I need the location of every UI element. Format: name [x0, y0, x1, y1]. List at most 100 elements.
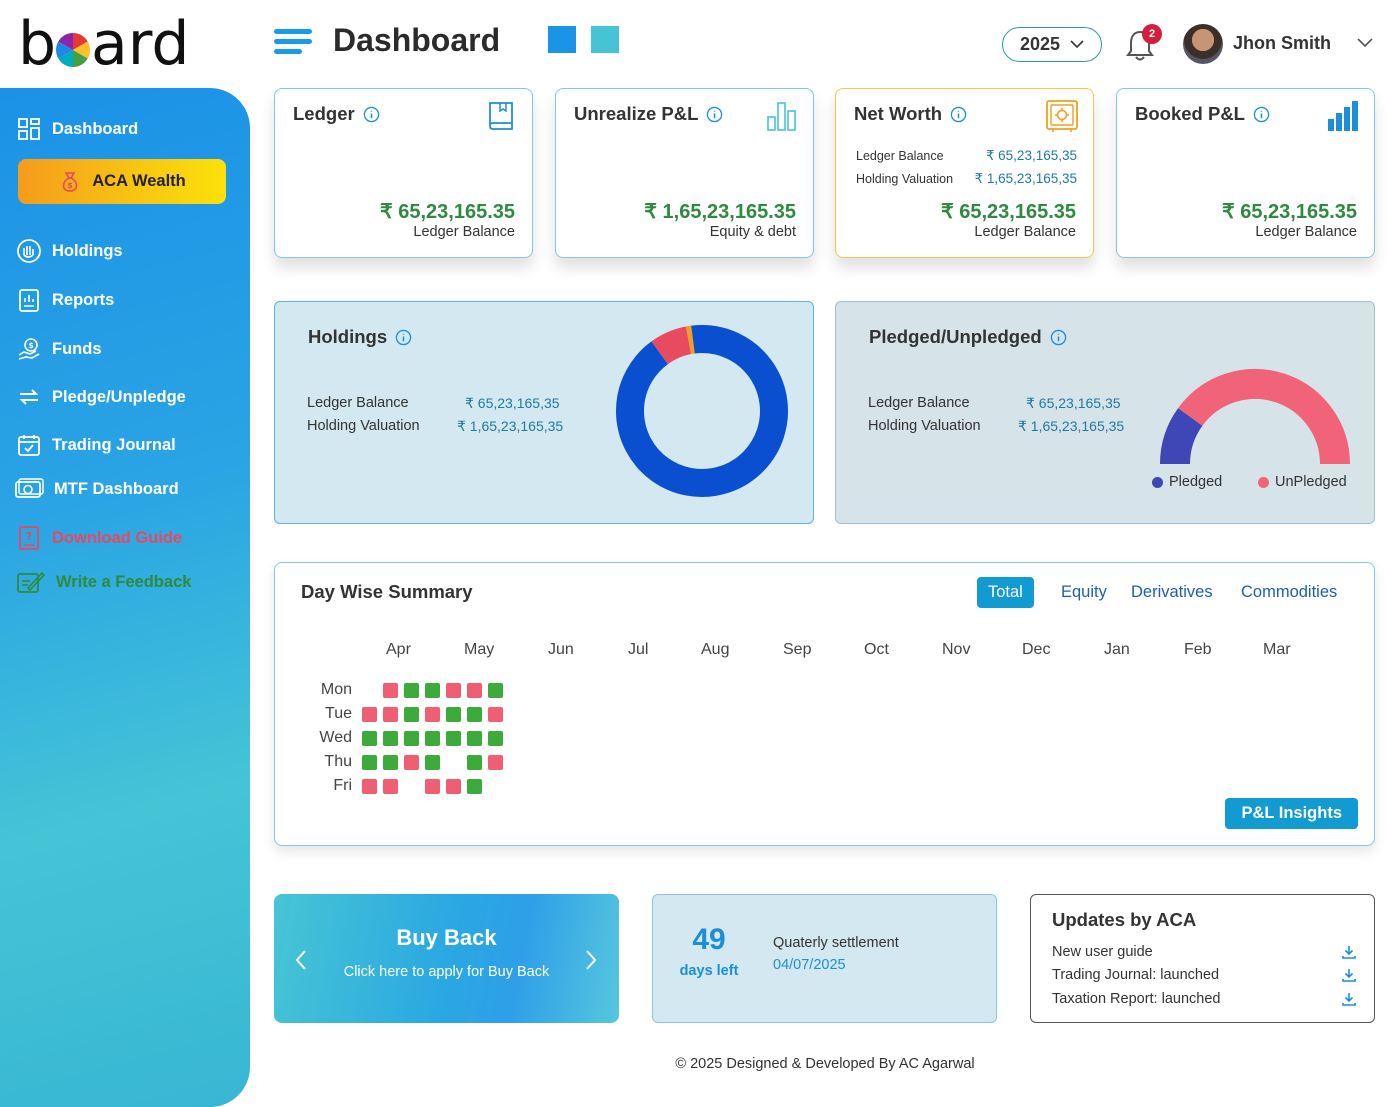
heatmap-cell-profit[interactable]: [404, 731, 419, 746]
heatmap-cell-profit[interactable]: [383, 755, 398, 770]
info-icon[interactable]: [1050, 329, 1067, 346]
heatmap-cell-loss[interactable]: [383, 683, 398, 698]
holdings-donut-chart[interactable]: [615, 324, 789, 498]
sidebar-item-funds[interactable]: $ Funds: [16, 336, 102, 362]
tab-derivatives[interactable]: Derivatives: [1131, 583, 1213, 601]
heatmap-cell-loss[interactable]: [488, 755, 503, 770]
sidebar-item-download-guide[interactable]: ? Download Guide: [16, 525, 182, 551]
notification-badge: 2: [1142, 24, 1162, 44]
theme-teal-swatch[interactable]: [591, 26, 619, 53]
update-item[interactable]: New user guide: [1052, 944, 1153, 960]
update-item[interactable]: Trading Journal: launched: [1052, 967, 1220, 983]
update-item[interactable]: Taxation Report: launched: [1052, 991, 1221, 1007]
info-icon[interactable]: [363, 106, 380, 123]
heatmap-cell-profit[interactable]: [425, 755, 440, 770]
heatmap-cell-loss[interactable]: [446, 683, 461, 698]
unrealized-sub-label: Equity & debt: [709, 224, 796, 240]
donut-segment-2[interactable]: [685, 325, 695, 355]
heatmap-cell-loss[interactable]: [467, 683, 482, 698]
card-title: Ledger: [293, 103, 380, 125]
panel-title-text: Holdings: [308, 326, 388, 347]
unrealized-pl-card[interactable]: Unrealize P&L ₹ 1,65,23,165.35 Equity & …: [555, 88, 814, 258]
heatmap-cell-loss[interactable]: [362, 707, 377, 722]
download-icon[interactable]: [1341, 991, 1357, 1007]
pl-insights-button[interactable]: P&L Insights: [1225, 798, 1358, 829]
heatmap-cell-profit[interactable]: [362, 755, 377, 770]
holdings-row2-value: ₹ 1,65,23,165,35: [457, 418, 564, 434]
chevron-right-icon[interactable]: [584, 949, 598, 971]
heatmap-cell-loss[interactable]: [383, 707, 398, 722]
heatmap-cell-profit[interactable]: [383, 731, 398, 746]
heatmap-cell-profit[interactable]: [446, 731, 461, 746]
heatmap-cell-profit[interactable]: [488, 683, 503, 698]
donut-segment-0[interactable]: [616, 325, 788, 497]
buy-back-banner[interactable]: Buy Back Click here to apply for Buy Bac…: [274, 894, 619, 1023]
settlement-card: 49 days left Quaterly settlement 04/07/2…: [652, 894, 997, 1023]
ledger-card[interactable]: Ledger ₹ 65,23,165.35 Ledger Balance: [274, 88, 533, 258]
info-icon[interactable]: [706, 106, 723, 123]
sidebar-item-label: MTF Dashboard: [54, 479, 179, 498]
pledged-panel: Pledged/Unpledged Ledger Balance ₹ 65,23…: [835, 301, 1375, 524]
sidebar-item-dashboard[interactable]: Dashboard: [16, 116, 138, 142]
heatmap-cell-loss[interactable]: [404, 755, 419, 770]
heatmap-cell-profit[interactable]: [467, 779, 482, 794]
net-worth-row2-value: ₹ 1,65,23,165,35: [974, 171, 1077, 186]
heatmap-cell-profit[interactable]: [467, 731, 482, 746]
info-icon[interactable]: [1253, 106, 1270, 123]
heatmap-cell-profit[interactable]: [425, 683, 440, 698]
info-icon[interactable]: [950, 106, 967, 123]
svg-text:$: $: [28, 341, 34, 350]
sidebar-item-pledge-unpledge[interactable]: Pledge/Unpledge: [16, 384, 186, 410]
heatmap-cell-loss[interactable]: [488, 707, 503, 722]
heatmap-cell-profit[interactable]: [425, 731, 440, 746]
user-name[interactable]: Jhon Smith: [1233, 33, 1331, 53]
user-menu-chevron-icon[interactable]: [1356, 37, 1374, 49]
heatmap-cell-profit[interactable]: [362, 731, 377, 746]
pledged-gauge-chart[interactable]: [1156, 368, 1354, 468]
heatmap-cell-profit[interactable]: [467, 707, 482, 722]
heatmap-cell-profit[interactable]: [467, 755, 482, 770]
heatmap-cell-profit[interactable]: [488, 731, 503, 746]
download-icon[interactable]: [1341, 967, 1357, 983]
tab-total[interactable]: Total: [977, 577, 1034, 608]
donut-segment-1[interactable]: [651, 326, 692, 365]
heatmap-cell-loss[interactable]: [383, 779, 398, 794]
info-icon[interactable]: [395, 329, 412, 346]
sidebar-item-mtf-dashboard[interactable]: MTF Dashboard: [14, 476, 179, 502]
panel-title: Pledged/Unpledged: [869, 326, 1067, 348]
net-worth-card[interactable]: Net Worth Ledger Balance ₹ 65,23,165,35 …: [835, 88, 1094, 258]
year-select[interactable]: 2025: [1002, 27, 1102, 62]
holdings-row1-label: Ledger Balance: [307, 395, 409, 411]
sidebar-item-holdings[interactable]: Holdings: [16, 238, 123, 264]
booked-pl-card[interactable]: Booked P&L ₹ 65,23,165.35 Ledger Balance: [1116, 88, 1375, 258]
gauge-pledged-arc[interactable]: [1160, 408, 1203, 465]
heatmap-cell-profit[interactable]: [446, 707, 461, 722]
sidebar-item-reports[interactable]: Reports: [16, 287, 114, 313]
donut-segment-3[interactable]: [691, 325, 703, 354]
heatmap-cell-profit[interactable]: [404, 683, 419, 698]
sidebar-item-label: Download Guide: [52, 528, 183, 547]
logo[interactable]: b ard: [18, 8, 198, 79]
heatmap-cell-profit[interactable]: [404, 707, 419, 722]
chevron-left-icon[interactable]: [294, 949, 308, 971]
heatmap-cell-loss[interactable]: [446, 779, 461, 794]
holdings-row1-value: ₹ 65,23,165,35: [465, 395, 560, 411]
legend-unpledged-swatch: [1258, 476, 1269, 488]
heatmap-cell-loss[interactable]: [425, 779, 440, 794]
pledged-row1-label: Ledger Balance: [868, 395, 970, 411]
tab-equity[interactable]: Equity: [1061, 583, 1107, 601]
theme-blue-swatch[interactable]: [548, 26, 576, 53]
gauge-unpledged-arc[interactable]: [1178, 369, 1350, 465]
heatmap-cell-loss[interactable]: [425, 707, 440, 722]
download-icon[interactable]: [1341, 944, 1357, 960]
sidebar-item-write-feedback[interactable]: Write a Feedback: [16, 569, 191, 595]
report-icon: [19, 289, 39, 312]
day-label: Tue: [325, 705, 352, 722]
avatar[interactable]: [1183, 24, 1223, 64]
logo-color-wheel-icon: [56, 33, 90, 67]
menu-toggle-button[interactable]: [274, 29, 312, 57]
tab-commodities[interactable]: Commodities: [1241, 583, 1338, 601]
sidebar-item-trading-journal[interactable]: Trading Journal: [16, 432, 176, 458]
heatmap-cell-loss[interactable]: [362, 779, 377, 794]
sidebar-item-aca-wealth[interactable]: $ ACA Wealth: [18, 159, 226, 204]
